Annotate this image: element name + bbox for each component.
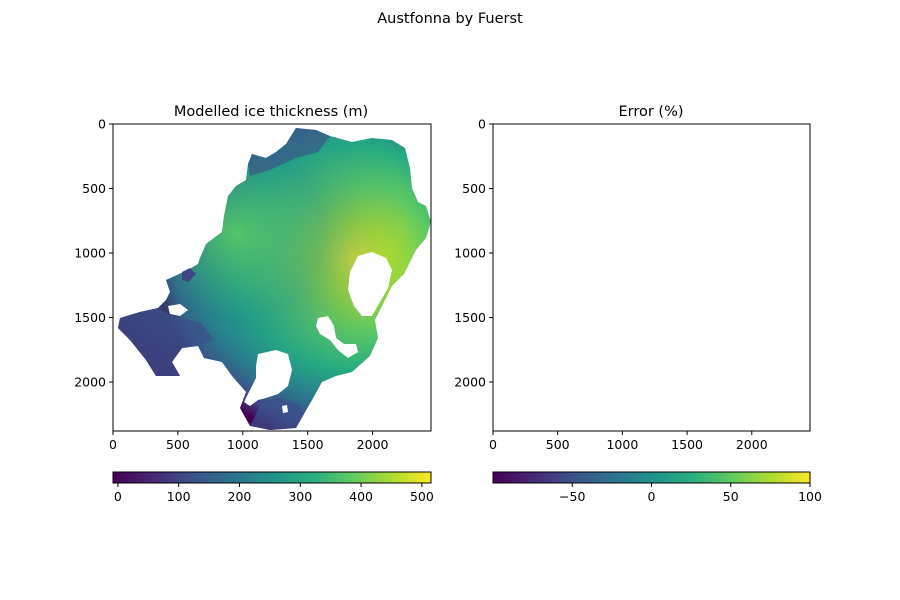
- x-tick-label: 0: [489, 437, 497, 452]
- colorbar-tick-label: 400: [349, 489, 373, 504]
- y-tick-label: 500: [462, 181, 486, 196]
- y-tick-label: 1000: [74, 245, 106, 260]
- y-tick-label: 0: [478, 117, 486, 132]
- colorbar-2-ticks: −50 0 50 100: [559, 483, 822, 504]
- figure-title: Austfonna by Fuerst: [377, 11, 523, 27]
- colorbar-tick-label: 200: [228, 489, 252, 504]
- colorbar-tick-label: −50: [559, 489, 585, 504]
- colorbar-1: [112, 471, 432, 484]
- colorbar-tick-label: 50: [723, 489, 739, 504]
- panel-2-frame: [492, 123, 811, 432]
- nodata-hole-south: [244, 350, 292, 406]
- x-tick-label: 1500: [292, 437, 324, 452]
- x-tick-label: 2000: [736, 437, 768, 452]
- panel-ice-thickness: Modelled ice thickness (m) 0 500 1000 1500 2…: [74, 104, 434, 504]
- colorbar-tick-label: 500: [410, 489, 434, 504]
- y-tick-label: 1500: [454, 310, 486, 325]
- panel-1-title: Modelled ice thickness (m): [174, 104, 368, 120]
- panel-1-frame: [112, 123, 432, 432]
- thin-ice-north: [248, 128, 330, 176]
- panel-1-axes: 0 500 1000 1500 2000 0 500 1000 1500 2000: [74, 117, 388, 453]
- nodata-hole-west: [168, 304, 188, 316]
- x-tick-label: 500: [166, 437, 190, 452]
- colorbar-1-ticks: 0 100 200 300 400 500: [114, 483, 434, 504]
- colorbar-tick-label: 100: [798, 489, 822, 504]
- x-tick-label: 0: [109, 437, 117, 452]
- colorbar-tick-label: 300: [288, 489, 312, 504]
- thin-ice-south: [250, 398, 304, 430]
- y-tick-label: 1500: [74, 310, 106, 325]
- colorbar-tick-label: 0: [648, 489, 656, 504]
- y-tick-label: 0: [98, 117, 106, 132]
- x-tick-label: 500: [546, 437, 570, 452]
- nodata-hole-central: [316, 316, 358, 358]
- ice-thickness-map: [118, 128, 431, 430]
- x-tick-label: 2000: [357, 437, 389, 452]
- panel-2-title: Error (%): [618, 104, 683, 120]
- y-tick-label: 2000: [454, 374, 486, 389]
- ice-cap-islet: [182, 268, 196, 282]
- x-tick-label: 1500: [671, 437, 703, 452]
- colorbar-2: [492, 471, 811, 484]
- x-tick-label: 1000: [606, 437, 638, 452]
- thin-ice-southwest: [118, 308, 214, 376]
- y-tick-label: 500: [82, 181, 106, 196]
- panel-error: Error (%) 0 500 1000 1500 200005001000150020…: [454, 104, 822, 504]
- y-tick-label: 2000: [74, 374, 106, 389]
- nodata-hole-east: [348, 252, 392, 316]
- x-tick-label: 1000: [227, 437, 259, 452]
- colorbar-tick-label: 100: [167, 489, 191, 504]
- nodata-hole-small: [282, 405, 288, 413]
- colorbar-tick-label: 0: [114, 489, 122, 504]
- y-tick-label: 1000: [454, 245, 486, 260]
- panel-2-axes: 0 500 1000 1500 2000 0 500 1000 1500 2000: [454, 117, 768, 453]
